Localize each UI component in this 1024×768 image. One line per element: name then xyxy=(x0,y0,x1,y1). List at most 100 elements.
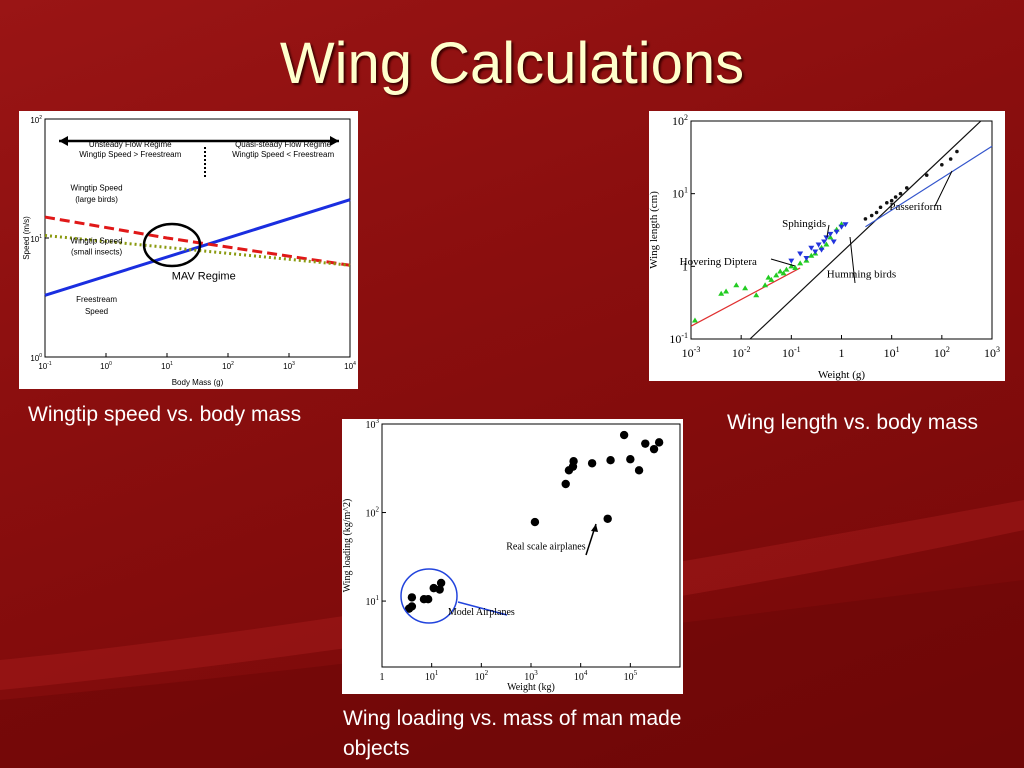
data-point xyxy=(878,205,883,210)
x-tick-label: 104 xyxy=(574,669,588,683)
slide-title: Wing Calculations xyxy=(279,31,745,96)
x-tick-label: 104 xyxy=(344,361,356,371)
annotation-label: Freestream xyxy=(76,295,117,304)
x-axis-label: Body Mass (g) xyxy=(172,378,224,387)
annotation-label: Real scale airplanes xyxy=(506,542,586,553)
data-point xyxy=(780,270,787,276)
wing-length-chart-svg: 10-3 10-2 10-1 1 101 102 103 10-1 1 101 102 Weight … xyxy=(649,113,1000,381)
data-point xyxy=(833,229,840,235)
data-point xyxy=(654,438,664,447)
data-point xyxy=(797,260,804,266)
data-point xyxy=(773,272,780,278)
y-tick-label: 101 xyxy=(30,234,42,244)
data-point xyxy=(723,288,730,294)
data-point xyxy=(818,247,825,253)
annotation-label: Passeriform xyxy=(889,201,942,213)
data-point xyxy=(718,290,725,296)
data-point xyxy=(762,282,769,288)
data-point xyxy=(889,198,894,203)
data-point xyxy=(561,479,570,489)
wingtip-speed-chart: 10-1 100 101 102 103 104 100 101 102 Body Mass (g… xyxy=(19,111,358,389)
data-point xyxy=(803,256,810,262)
x-axis-label: Weight (kg) xyxy=(507,682,555,693)
data-point xyxy=(587,459,597,468)
x-tick-label: 102 xyxy=(934,345,950,360)
data-point xyxy=(407,593,417,602)
data-point xyxy=(924,173,929,177)
y-tick-label: 102 xyxy=(30,115,42,125)
y-axis-label: Wing loading (kg/m^2) xyxy=(342,499,353,593)
wing-length-chart: 10-3 10-2 10-1 1 101 102 103 10-1 1 101 102 Weight … xyxy=(649,111,1005,381)
data-point xyxy=(603,514,612,523)
data-point xyxy=(733,282,740,288)
data-point xyxy=(815,242,822,248)
annotation-label: Sphingids xyxy=(782,218,826,230)
annotation-label: Speed xyxy=(85,307,108,316)
x-tick-label: 10-1 xyxy=(782,345,801,360)
data-point xyxy=(606,456,615,465)
data-point xyxy=(893,195,898,199)
annotation-label: Model Airplanes xyxy=(448,607,515,618)
x-tick-label: 103 xyxy=(984,345,1000,360)
data-point xyxy=(435,585,444,594)
annotation-label: Wingtip Speed < Freestream xyxy=(232,150,334,159)
data-point xyxy=(641,439,650,448)
data-point xyxy=(874,210,879,215)
series-line-solid xyxy=(44,198,351,297)
data-point xyxy=(649,444,659,454)
series-line-dotted xyxy=(44,233,351,267)
data-point xyxy=(948,157,953,161)
y-axis-label: Wing length (cm) xyxy=(649,191,660,269)
y-tick-label: 1 xyxy=(682,259,688,273)
x-tick-label: 10-2 xyxy=(732,345,751,360)
x-tick-label: 10-1 xyxy=(38,361,52,371)
fit-line xyxy=(865,145,993,228)
data-point xyxy=(691,317,698,323)
x-axis-label: Weight (g) xyxy=(818,369,865,381)
annotation-label: MAV Regime xyxy=(172,270,236,282)
data-point xyxy=(823,241,830,247)
y-tick-label: 101 xyxy=(672,186,688,201)
data-point xyxy=(626,455,635,464)
y-tick-label: 102 xyxy=(366,506,380,520)
data-point xyxy=(768,276,775,282)
data-point xyxy=(765,274,772,280)
data-point xyxy=(423,594,433,604)
data-point xyxy=(863,217,868,221)
caption-wing-loading: Wing loading vs. mass of man made object… xyxy=(343,707,682,760)
caption-wing-length: Wing length vs. body mass xyxy=(727,411,978,434)
data-point xyxy=(812,249,819,255)
y-tick-label: 103 xyxy=(366,419,380,431)
data-point xyxy=(830,239,837,245)
x-tick-label: 100 xyxy=(100,361,112,371)
x-tick-label: 101 xyxy=(425,669,439,683)
annotation-label: Quasi-steady Flow Regime xyxy=(235,140,332,149)
data-point xyxy=(407,602,417,611)
x-tick-label: 103 xyxy=(283,361,295,371)
x-tick-label: 1 xyxy=(839,346,845,360)
y-tick-label: 10-1 xyxy=(669,331,688,346)
data-point xyxy=(753,292,760,298)
annotation-label: Wingtip Speed xyxy=(71,236,123,245)
data-point xyxy=(792,264,799,270)
data-point xyxy=(940,162,944,167)
data-point xyxy=(530,517,540,527)
data-point xyxy=(842,222,849,228)
y-axis-label: Speed (m/s) xyxy=(22,216,31,260)
x-tick-label: 105 xyxy=(624,669,638,683)
annotation-label: Wingtip Speed xyxy=(71,184,123,193)
x-tick-label: 101 xyxy=(884,345,900,360)
y-tick-label: 101 xyxy=(366,594,380,608)
annotation-label: Unsteady Flow Regime xyxy=(89,140,172,149)
data-point xyxy=(898,191,903,196)
data-point xyxy=(821,239,828,245)
y-tick-label: 100 xyxy=(30,353,42,363)
wing-loading-chart: 1 101 102 103 104 105 101 102 103 Weight (kg) Wing… xyxy=(342,419,683,694)
data-point xyxy=(436,578,446,588)
data-point xyxy=(885,200,889,205)
data-point xyxy=(797,251,804,257)
data-point xyxy=(569,457,578,466)
fit-line xyxy=(690,267,801,327)
